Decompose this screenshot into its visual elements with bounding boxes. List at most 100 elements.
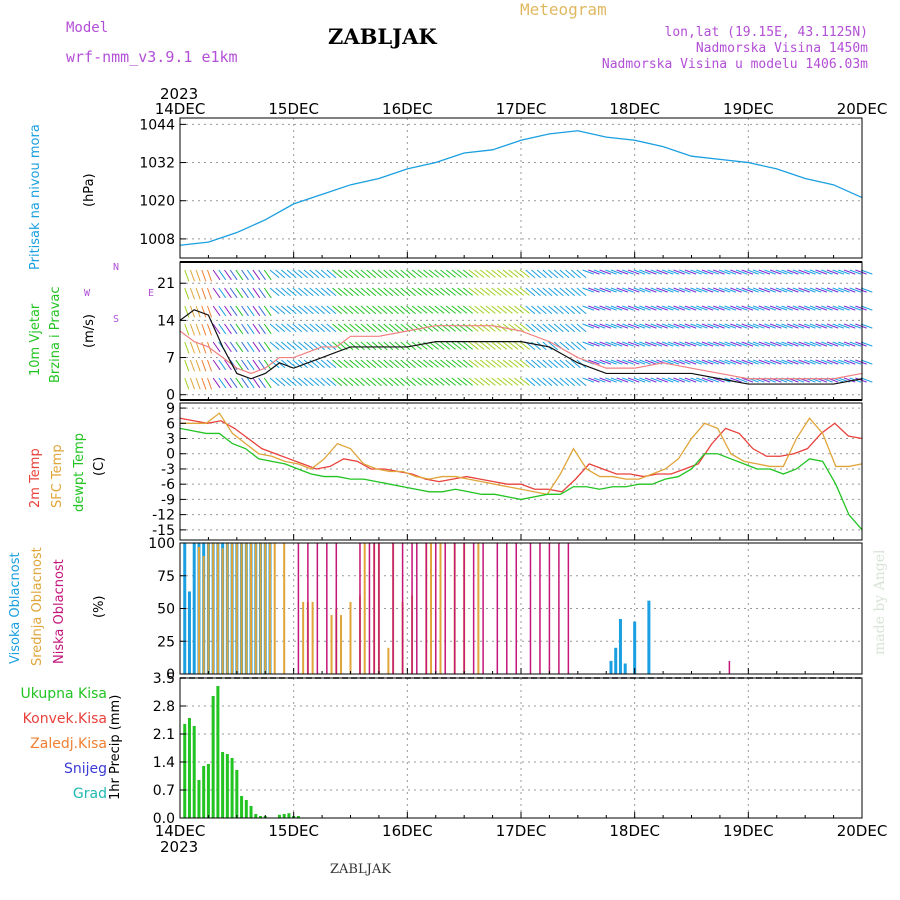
wind-barb	[337, 287, 348, 297]
wind-barb	[485, 377, 496, 386]
wind-barb	[281, 269, 291, 279]
altitude-label: Nadmorska Visina 1450m	[695, 41, 868, 56]
high-cloud-bar	[187, 591, 191, 674]
wind-barb	[229, 287, 238, 299]
wind-barb	[286, 323, 297, 333]
wind-barb	[252, 341, 261, 353]
wind-barb	[764, 341, 776, 347]
y-tick-label: 1020	[139, 194, 175, 210]
wind-barb	[610, 269, 623, 275]
wind-barb	[570, 377, 581, 387]
wind-barb	[212, 305, 221, 317]
wind-barb	[616, 287, 629, 293]
wind-barb	[354, 377, 365, 387]
mid-cloud-bar	[363, 543, 366, 674]
wind-barb	[366, 269, 377, 279]
wind-barb	[406, 287, 416, 297]
wind-barb	[502, 359, 513, 368]
wind-speed-line	[179, 309, 863, 385]
mid-cloud-bar	[340, 615, 343, 674]
wind-barb	[411, 323, 422, 332]
low-cloud-bar	[316, 543, 319, 674]
wind-barb	[679, 305, 691, 311]
wind-barb	[730, 305, 742, 311]
wind-barb	[730, 269, 742, 275]
wind-barb	[531, 359, 541, 369]
year-label-top: 2023	[160, 85, 199, 103]
wind-barb	[303, 269, 314, 279]
wind-barb	[184, 323, 190, 336]
wind-barb	[332, 359, 343, 369]
wind-barb	[235, 305, 244, 317]
wind-barb	[514, 269, 525, 278]
wind-barb	[542, 287, 553, 297]
wind-barb	[468, 305, 479, 314]
wind-barb	[326, 341, 337, 351]
wind-barb	[474, 269, 485, 278]
wind-barb	[423, 305, 434, 314]
wind-barb	[377, 341, 388, 351]
wind-barb	[479, 377, 491, 386]
wind-barb	[696, 323, 708, 329]
wind-barb	[514, 305, 525, 314]
wind-barb	[451, 377, 462, 386]
wind-barb	[485, 305, 496, 314]
wind-barb	[241, 323, 249, 335]
wind-barb	[406, 323, 416, 333]
wind-barb	[224, 377, 232, 389]
wind-barb	[377, 359, 388, 369]
wind-barb	[758, 287, 771, 293]
wind-barb	[468, 341, 479, 350]
wind-barb	[792, 287, 805, 293]
wind-barb	[394, 323, 405, 333]
wind-barb	[747, 269, 759, 275]
wind-barb	[843, 377, 856, 383]
wind-barb	[286, 377, 297, 387]
wind-barb	[326, 377, 337, 387]
y-tick-label: 0	[166, 388, 175, 404]
wind-barb	[553, 269, 564, 279]
wind-barb	[445, 305, 456, 314]
wind-barb	[303, 323, 314, 333]
wind-barb	[690, 341, 703, 347]
time-tick-label-top: 19DEC	[723, 100, 774, 118]
y-tick-label: 1.4	[153, 755, 175, 771]
wind-barb	[713, 341, 725, 347]
wind-barb	[559, 269, 570, 279]
high-cloud-bar	[633, 621, 637, 674]
wind-barb	[252, 323, 261, 335]
time-tick-label-top: 20DEC	[837, 100, 888, 118]
wind-barb	[531, 287, 541, 297]
wind-barb	[588, 269, 600, 275]
wind-barb	[479, 287, 491, 296]
wind-barb	[730, 287, 742, 293]
wind-barb	[508, 341, 519, 350]
wind-barb	[826, 305, 839, 311]
wind-barb	[451, 287, 462, 296]
wind-barb	[605, 305, 617, 311]
wind-barb	[548, 323, 558, 333]
wind-barb	[679, 377, 691, 383]
wind-barb	[445, 377, 456, 386]
wind-barb	[548, 287, 558, 297]
wind-barb	[275, 287, 286, 297]
dewpt-line	[179, 427, 863, 531]
wind-barb	[525, 305, 536, 315]
wind-barb	[610, 323, 623, 329]
wind-barb	[246, 377, 255, 389]
y-tick-label: 0.7	[153, 783, 175, 799]
wind-barb	[622, 323, 634, 329]
wind-barb	[423, 377, 434, 386]
wind-barb	[616, 341, 629, 347]
wind-barb	[639, 287, 651, 293]
compass-e: E	[148, 288, 155, 299]
wind-barb	[622, 305, 634, 311]
wind-barb	[497, 377, 508, 386]
wind-barb	[195, 269, 201, 282]
wind-barb	[252, 269, 261, 281]
wind-barb	[690, 359, 703, 365]
wind-barb	[315, 305, 325, 315]
wind-barb	[389, 287, 399, 297]
y-tick-label: 2.1	[153, 727, 175, 743]
wind-barb	[758, 341, 771, 347]
